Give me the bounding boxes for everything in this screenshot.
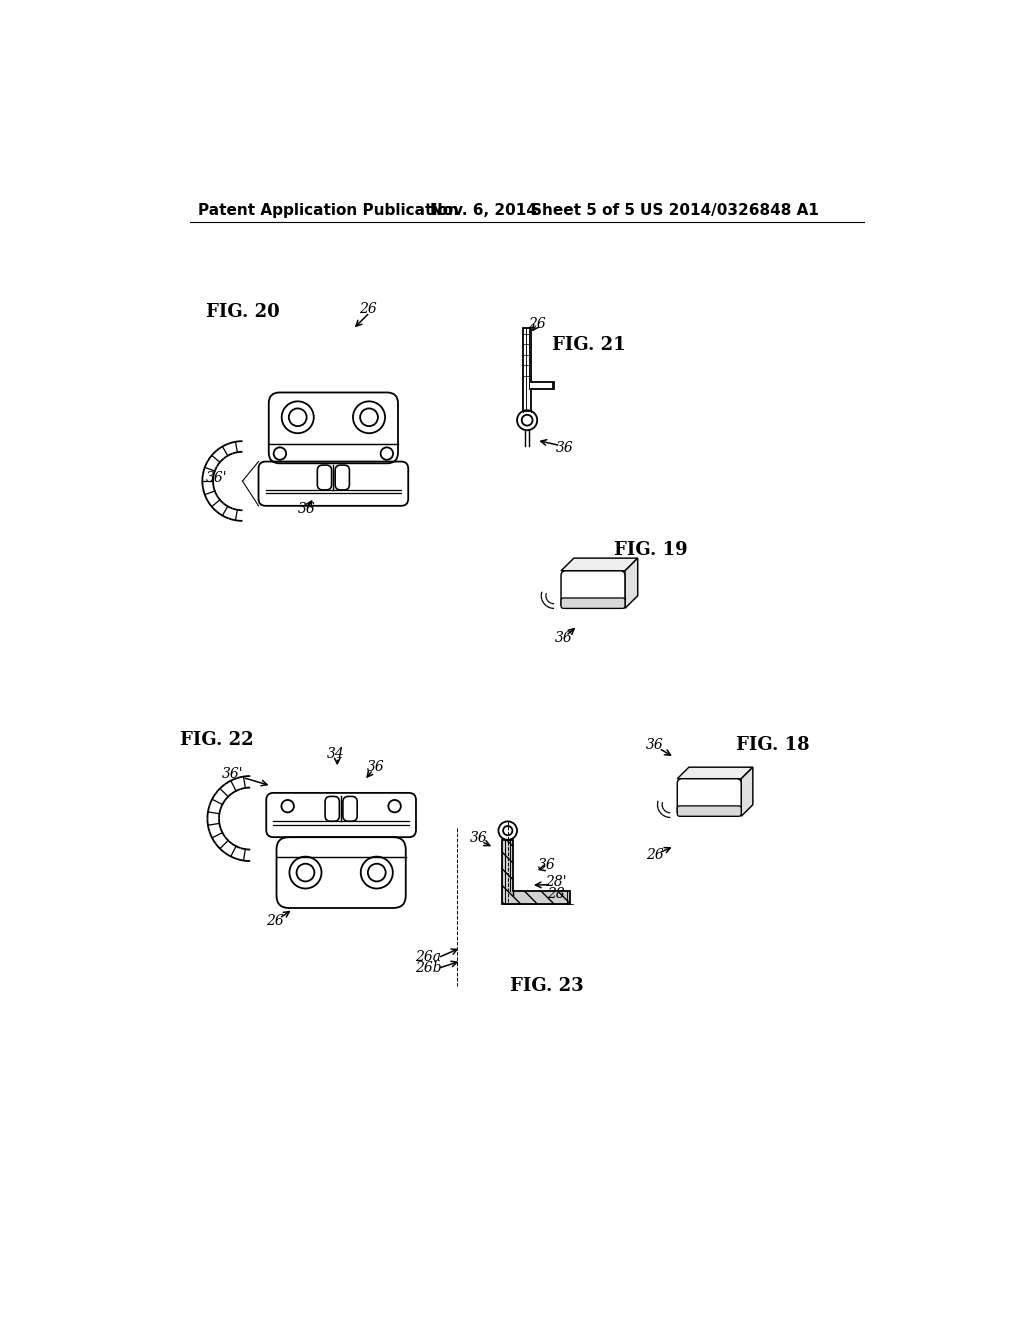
Text: Patent Application Publication: Patent Application Publication [198,203,459,218]
Text: 26a: 26a [415,950,441,964]
Text: 36: 36 [538,858,555,873]
Text: FIG. 23: FIG. 23 [510,977,584,995]
FancyBboxPatch shape [561,570,625,609]
Text: 26b: 26b [415,961,441,975]
Text: 36': 36' [222,767,244,781]
Text: 36: 36 [470,832,488,845]
Text: FIG. 20: FIG. 20 [206,304,280,321]
Text: 28': 28' [545,875,566,890]
Text: FIG. 22: FIG. 22 [180,731,254,748]
FancyBboxPatch shape [677,779,741,816]
Polygon shape [625,558,638,609]
Text: 36: 36 [646,738,664,752]
Polygon shape [561,558,638,570]
Text: 26: 26 [646,849,664,862]
Text: FIG. 21: FIG. 21 [552,335,626,354]
Text: 36: 36 [368,760,385,774]
Text: 28: 28 [547,887,564,900]
Text: FIG. 19: FIG. 19 [614,541,688,558]
Text: 26: 26 [359,301,377,315]
Text: FIG. 18: FIG. 18 [736,737,810,754]
Text: 36: 36 [297,502,315,516]
Text: Sheet 5 of 5: Sheet 5 of 5 [531,203,635,218]
Text: 36': 36' [206,471,228,484]
Text: 26: 26 [528,317,546,331]
Text: Nov. 6, 2014: Nov. 6, 2014 [430,203,538,218]
FancyBboxPatch shape [677,807,741,816]
Polygon shape [741,767,753,816]
Text: 34: 34 [327,747,344,762]
FancyBboxPatch shape [561,598,625,609]
Polygon shape [677,767,753,779]
Text: 26: 26 [266,913,284,928]
Text: 36: 36 [555,631,572,645]
Polygon shape [503,840,569,904]
Text: US 2014/0326848 A1: US 2014/0326848 A1 [640,203,818,218]
Text: 36: 36 [555,441,573,455]
